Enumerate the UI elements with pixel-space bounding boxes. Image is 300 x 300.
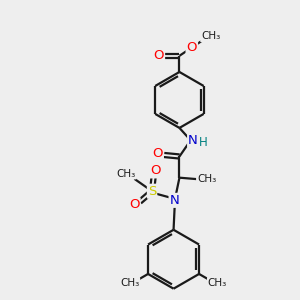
- Text: O: O: [129, 198, 140, 211]
- Text: CH₃: CH₃: [120, 278, 139, 288]
- Text: CH₃: CH₃: [197, 174, 216, 184]
- Text: O: O: [154, 49, 164, 62]
- Text: CH₃: CH₃: [201, 31, 220, 41]
- Text: O: O: [152, 147, 163, 160]
- Text: S: S: [148, 185, 156, 198]
- Text: CH₃: CH₃: [116, 169, 136, 178]
- Text: O: O: [187, 41, 197, 54]
- Text: N: N: [188, 134, 198, 147]
- Text: CH₃: CH₃: [208, 278, 227, 288]
- Text: N: N: [169, 194, 179, 207]
- Text: O: O: [150, 164, 160, 177]
- Text: H: H: [199, 136, 207, 149]
